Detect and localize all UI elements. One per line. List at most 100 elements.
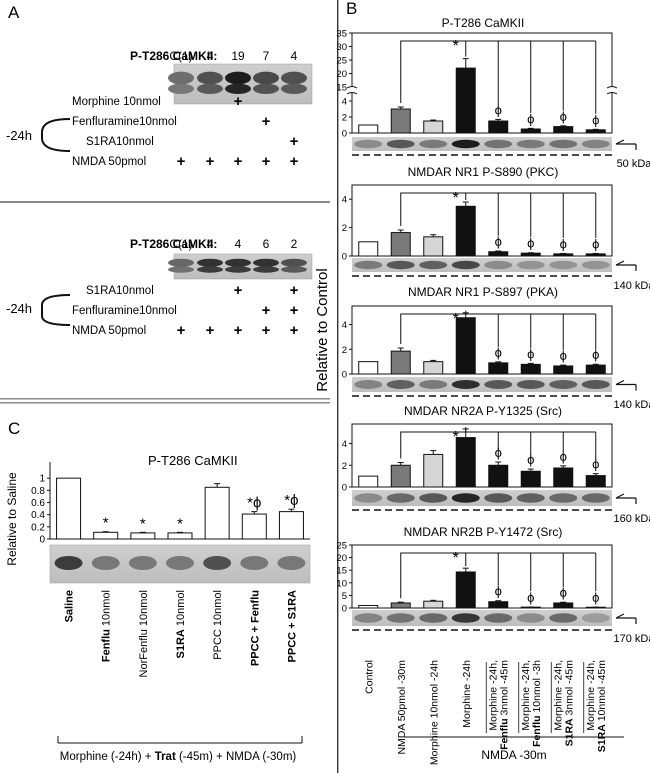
- x-label-bold: Saline: [64, 590, 76, 622]
- blot-band: [484, 139, 513, 149]
- plus-mark: +: [262, 302, 271, 319]
- phi-mark: ϕ: [592, 112, 599, 127]
- blot-band: [549, 139, 578, 149]
- bar: [455, 205, 476, 257]
- plus-mark: +: [262, 113, 271, 130]
- bar: [358, 604, 379, 609]
- plus-mark: +: [234, 282, 243, 299]
- x-label: Control: [363, 660, 375, 694]
- bar: [56, 477, 82, 540]
- x-label-main: NMDA 50pmol -30m: [396, 660, 408, 755]
- bar: [390, 602, 411, 609]
- blot-band: [168, 258, 194, 267]
- blot-band: [451, 139, 480, 149]
- blot-band: [549, 260, 578, 270]
- y-tick-label: 4: [342, 320, 347, 331]
- x-label: S1RA 3nmol -45m: [563, 660, 575, 747]
- bar: [423, 120, 444, 134]
- y-tick-label: 35: [336, 29, 347, 40]
- phi-mark: ϕ: [560, 449, 567, 464]
- y-tick-label: 0.6: [31, 498, 45, 509]
- blot-band: [581, 380, 610, 389]
- plus-mark: +: [234, 153, 243, 170]
- bar: [455, 437, 476, 488]
- bar: [241, 513, 267, 540]
- separator-a-c-2: [0, 402, 330, 404]
- blot1-treatment-rows: Morphine 10nmol + Fenfluramine10nmol + S1RA1…: [72, 93, 299, 170]
- blot2-bracket: [41, 294, 71, 326]
- significance-mark: *: [140, 515, 146, 532]
- plus-mark: +: [177, 322, 186, 339]
- phi-mark: ϕ: [527, 236, 534, 251]
- blot-band: [225, 266, 251, 273]
- blot-band: [451, 260, 480, 270]
- bar: [390, 232, 411, 257]
- blot1-side-label: -24h: [6, 128, 32, 143]
- blot-band: [203, 556, 232, 570]
- panel-b-chart: NMDAR NR1 P-S897 (PKA) 0 2 4 ϕ ϕ ϕ ϕ * 140 kDa: [342, 285, 650, 411]
- bar: [358, 475, 379, 488]
- blot-band: [516, 380, 545, 389]
- panel-a-blot-2: P-T286 CaMKII: C(1) 4 4 6 2 -24h S1RA10nmol +…: [6, 237, 313, 339]
- treatment-label: Fenfluramine10nmol: [72, 305, 177, 317]
- bar: [488, 251, 509, 257]
- blot-band: [419, 493, 448, 503]
- x-label: Morphine -24h,: [552, 660, 564, 731]
- chart-title: NMDAR NR1 P-S890 (PKC): [408, 165, 559, 179]
- blot1-bracket: [41, 118, 71, 152]
- x-label: Fenflu 3nmol -45m: [498, 660, 510, 750]
- bar: [358, 241, 379, 257]
- panel-c-chart: P-T286 CaMKII Relative to Saline 0 0.20.4…: [5, 453, 311, 763]
- blot-strip: [352, 490, 612, 506]
- bar: [423, 361, 444, 375]
- blot-band: [549, 613, 578, 623]
- bar: [488, 464, 509, 488]
- blot-band: [197, 71, 223, 85]
- panel-c-footer-part3: (-45m) + NMDA (-30m): [176, 751, 297, 763]
- phi-mark: ϕ: [592, 590, 599, 605]
- blot-band: [386, 260, 415, 270]
- x-label: Morphine -24h,: [585, 660, 597, 731]
- x-label: S1RA 10nmol: [175, 590, 187, 658]
- significance-mark: *: [103, 515, 109, 532]
- bar: [423, 236, 444, 257]
- chart-title: P-T286 CaMKII: [442, 16, 525, 30]
- y-tick-label: 20: [336, 69, 347, 80]
- phi-mark: ϕ: [495, 445, 502, 460]
- blot-band: [225, 71, 251, 85]
- significance-mark: *: [177, 515, 183, 532]
- blot-band: [354, 493, 383, 503]
- x-label-main: Morphine -24h,: [552, 660, 564, 731]
- bar: [553, 365, 574, 375]
- blot-strip: [352, 377, 612, 392]
- bar: [455, 317, 476, 375]
- y-tick-label: 25: [336, 541, 347, 552]
- plus-mark: +: [262, 153, 271, 170]
- significance-mark: *ϕ: [247, 495, 261, 512]
- significance-star: *: [453, 38, 459, 55]
- panel-c-plot: 0 0.20.40.60.81 * * * *ϕ *ϕ: [31, 462, 310, 546]
- blot-band: [354, 613, 383, 623]
- mw-arrow: [615, 260, 637, 271]
- bar: [488, 601, 509, 609]
- plot-frame: [351, 423, 613, 488]
- plus-mark: +: [234, 93, 243, 110]
- x-label-main: Fenflu: [531, 715, 543, 747]
- mw-label: 140 kDa: [614, 280, 650, 292]
- panel-b-chart: NMDAR NR1 P-S890 (PKC) 0 2 4 ϕ ϕ ϕ ϕ * 140 kDa: [342, 165, 650, 292]
- significance-star: *: [453, 550, 459, 567]
- axis-break-mark: [606, 86, 618, 95]
- panel-c-xlabels: Saline Fenflu 10nmol NorFenflu 10nmol S1RA …: [64, 590, 299, 677]
- x-label-main: Morphine 10nmol -24h: [428, 660, 440, 765]
- blot-band: [197, 258, 223, 267]
- phi-mark: ϕ: [495, 102, 502, 117]
- x-label-rest: 10nmol -45m: [596, 660, 608, 724]
- separator-a-c-1: [0, 398, 330, 400]
- bar: [455, 571, 476, 609]
- blot-band: [581, 260, 610, 270]
- chart-title: NMDAR NR2B P-Y1472 (Src): [404, 525, 563, 539]
- blot-strip: [352, 137, 612, 151]
- lane-label: 6: [263, 237, 270, 251]
- phi-mark: ϕ: [560, 348, 567, 363]
- x-label-rest: NorFenflu 10nmol: [138, 590, 150, 677]
